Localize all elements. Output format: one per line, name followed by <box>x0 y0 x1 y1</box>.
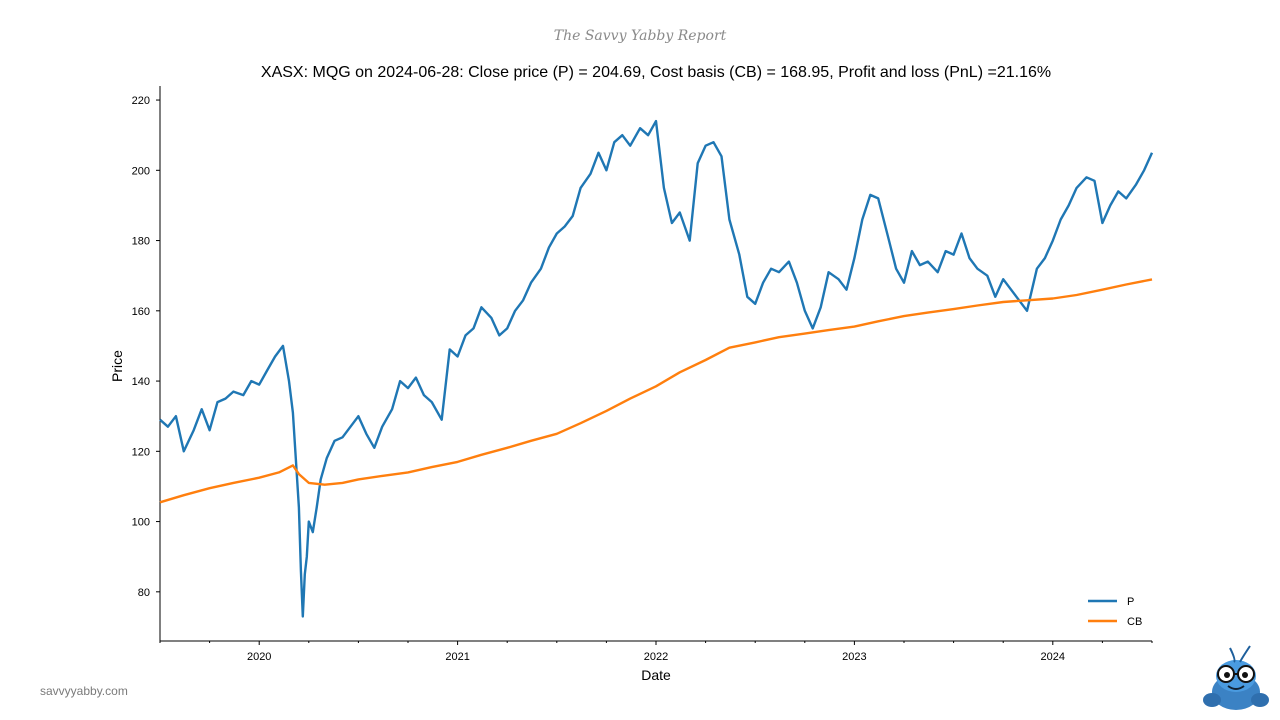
x-axis-label: Date <box>641 667 671 683</box>
y-tick-label: 140 <box>132 376 150 388</box>
report-title: The Savvy Yabby Report <box>553 28 727 44</box>
legend: P CB <box>1088 596 1142 628</box>
y-tick-label: 220 <box>132 95 150 107</box>
x-tick-label: 2021 <box>445 651 469 663</box>
y-tick-label: 120 <box>132 446 150 458</box>
x-tick-label: 2023 <box>842 651 866 663</box>
y-axis-label: Price <box>109 350 125 382</box>
series-line-cb <box>159 278 1153 504</box>
site-url[interactable]: savvyyabby.com <box>40 684 128 698</box>
y-tick-label: 180 <box>132 236 150 248</box>
legend-label-cb: CB <box>1127 616 1142 628</box>
series-layer <box>159 119 1154 618</box>
y-tick-label: 100 <box>132 517 150 529</box>
yabby-mascot-logo <box>1203 645 1269 710</box>
y-tick-label: 200 <box>132 165 150 177</box>
x-tick-label: 2020 <box>247 651 271 663</box>
x-tick-label: 2022 <box>644 651 668 663</box>
series-line-p <box>159 119 1154 618</box>
chart-title: XASX: MQG on 2024-06-28: Close price (P)… <box>261 64 1051 81</box>
y-tick-label: 80 <box>138 587 150 599</box>
x-tick-label: 2024 <box>1041 651 1065 663</box>
axes: 80 100 120 140 160 180 200 220 2020 2021 2022 2023 2… <box>132 86 1153 663</box>
y-tick-label: 160 <box>132 306 150 318</box>
legend-label-p: P <box>1127 596 1134 608</box>
